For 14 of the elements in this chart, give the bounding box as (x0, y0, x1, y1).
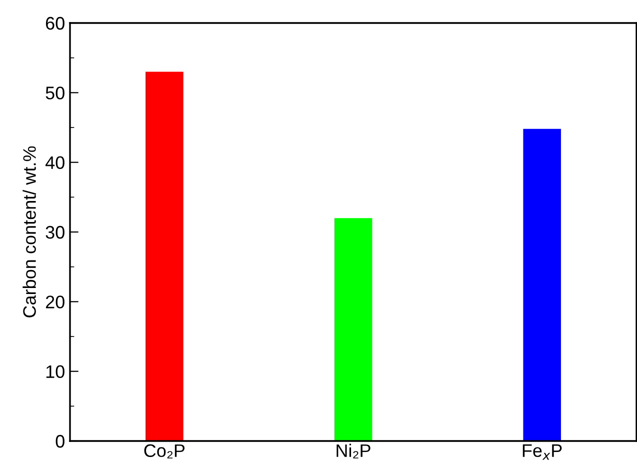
y-tick-label: 30 (46, 226, 64, 239)
x-tick-label: Fe$_{x}$P (522, 444, 562, 460)
y-tick-label: 10 (46, 365, 64, 378)
y-tick-label: 0 (56, 434, 64, 448)
y-tick-label: 50 (46, 86, 64, 100)
bar (523, 128, 561, 441)
x-tick-label: Ni₂P (336, 444, 370, 458)
y-tick-label: 20 (46, 296, 64, 308)
bar (334, 218, 372, 441)
y-axis-title: Carbon content/ wt.% (22, 146, 36, 318)
y-tick-label: 60 (46, 16, 64, 30)
bar (146, 72, 184, 441)
y-tick-label: 40 (45, 156, 64, 170)
x-tick-label: Co₂P (144, 444, 185, 458)
